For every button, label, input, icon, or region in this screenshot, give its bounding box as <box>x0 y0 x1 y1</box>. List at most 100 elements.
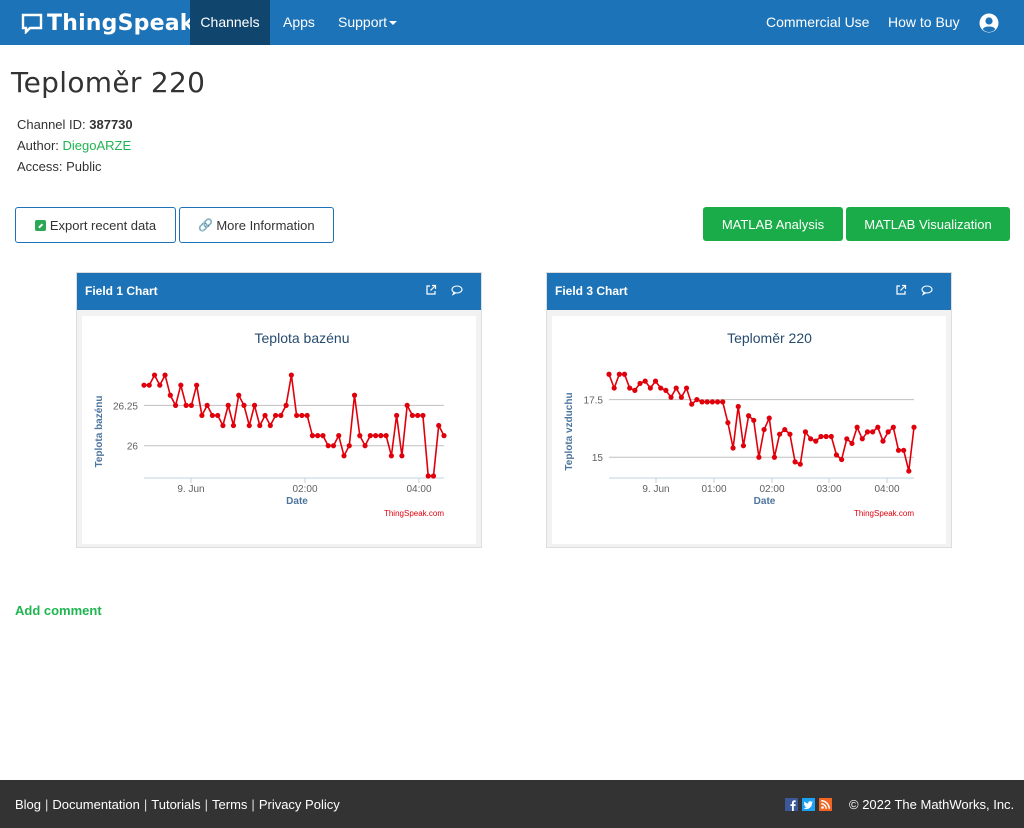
footer-link-tutorials[interactable]: Tutorials <box>151 797 201 812</box>
data-point[interactable] <box>735 403 741 410</box>
matlab-visualization-button[interactable]: MATLAB Visualization <box>846 207 1010 241</box>
data-point[interactable] <box>880 438 886 444</box>
data-point[interactable] <box>309 433 316 439</box>
data-point[interactable] <box>294 412 300 419</box>
data-point[interactable] <box>673 385 679 391</box>
data-point[interactable] <box>911 424 917 430</box>
data-point[interactable] <box>720 399 726 405</box>
data-point[interactable] <box>178 382 184 388</box>
data-point[interactable] <box>225 402 231 408</box>
more-information-button[interactable]: 🔗 More Information <box>179 207 334 243</box>
data-point[interactable] <box>183 402 189 408</box>
data-point[interactable] <box>678 394 684 400</box>
data-point[interactable] <box>436 422 442 429</box>
data-point[interactable] <box>637 380 643 387</box>
user-account-icon[interactable] <box>979 13 999 33</box>
export-recent-data-button[interactable]: Export recent data <box>15 207 176 243</box>
data-point[interactable] <box>725 420 731 426</box>
data-point[interactable] <box>388 453 394 459</box>
data-point[interactable] <box>383 433 389 439</box>
data-point[interactable] <box>875 424 881 430</box>
data-point[interactable] <box>823 433 829 440</box>
data-point[interactable] <box>704 399 710 405</box>
data-point[interactable] <box>283 402 289 408</box>
data-point[interactable] <box>658 385 664 391</box>
data-point[interactable] <box>441 433 447 439</box>
data-point[interactable] <box>141 382 147 388</box>
data-point[interactable] <box>802 429 809 435</box>
data-point[interactable] <box>351 392 358 398</box>
data-point[interactable] <box>839 456 845 463</box>
data-point[interactable] <box>818 433 824 440</box>
data-point[interactable] <box>864 429 871 435</box>
data-point[interactable] <box>304 412 310 419</box>
external-link-icon[interactable] <box>895 284 907 296</box>
data-point[interactable] <box>854 424 860 430</box>
data-point[interactable] <box>215 412 221 419</box>
data-point[interactable] <box>859 436 865 442</box>
data-point[interactable] <box>901 447 907 453</box>
data-point[interactable] <box>336 433 342 439</box>
data-point[interactable] <box>257 422 263 429</box>
data-point[interactable] <box>146 382 152 388</box>
data-point[interactable] <box>372 433 379 439</box>
data-point[interactable] <box>606 371 612 377</box>
data-point[interactable] <box>394 412 400 419</box>
data-point[interactable] <box>157 382 163 388</box>
matlab-analysis-button[interactable]: MATLAB Analysis <box>703 207 843 241</box>
data-point[interactable] <box>315 433 321 439</box>
data-point[interactable] <box>611 385 617 391</box>
data-point[interactable] <box>199 412 205 419</box>
data-point[interactable] <box>162 372 168 378</box>
nav-support[interactable]: Support <box>326 0 409 45</box>
data-point[interactable] <box>714 399 721 405</box>
data-point[interactable] <box>404 402 410 408</box>
data-point[interactable] <box>362 443 368 449</box>
data-point[interactable] <box>870 429 876 435</box>
data-point[interactable] <box>167 392 173 398</box>
data-point[interactable] <box>833 452 840 458</box>
thingspeak-logo[interactable]: ThingSpeak™ <box>21 9 205 37</box>
data-point[interactable] <box>787 431 793 437</box>
nav-commercial-use[interactable]: Commercial Use <box>766 14 870 30</box>
data-point[interactable] <box>241 402 247 408</box>
data-point[interactable] <box>288 372 294 378</box>
data-point[interactable] <box>756 454 762 460</box>
data-point[interactable] <box>647 385 653 391</box>
add-comment-link[interactable]: Add comment <box>15 603 102 618</box>
facebook-icon[interactable] <box>785 798 798 811</box>
data-point[interactable] <box>367 433 373 439</box>
nav-channels[interactable]: Channels <box>190 0 270 45</box>
data-point[interactable] <box>689 401 695 407</box>
data-point[interactable] <box>771 454 778 460</box>
data-point[interactable] <box>776 431 783 437</box>
data-point[interactable] <box>890 424 896 430</box>
data-point[interactable] <box>251 402 258 408</box>
data-point[interactable] <box>652 378 659 384</box>
data-point[interactable] <box>320 433 326 439</box>
comment-icon[interactable] <box>921 284 933 296</box>
data-point[interactable] <box>668 394 674 400</box>
data-point[interactable] <box>709 399 715 405</box>
data-point[interactable] <box>420 412 426 419</box>
footer-link-terms[interactable]: Terms <box>212 797 248 812</box>
footer-link-privacy[interactable]: Privacy Policy <box>258 797 340 812</box>
data-point[interactable] <box>683 385 690 391</box>
data-point[interactable] <box>694 396 700 403</box>
nav-apps[interactable]: Apps <box>283 14 315 30</box>
data-point[interactable] <box>730 445 736 451</box>
data-point[interactable] <box>885 429 891 435</box>
data-point[interactable] <box>272 412 279 419</box>
data-point[interactable] <box>808 436 814 442</box>
twitter-icon[interactable] <box>802 798 815 811</box>
data-point[interactable] <box>209 412 216 419</box>
data-point[interactable] <box>415 412 421 419</box>
data-point[interactable] <box>627 385 633 391</box>
data-point[interactable] <box>278 412 284 419</box>
data-point[interactable] <box>849 440 855 447</box>
data-point[interactable] <box>828 433 834 440</box>
data-point[interactable] <box>330 443 337 449</box>
data-point[interactable] <box>740 443 747 449</box>
data-point[interactable] <box>621 371 628 377</box>
data-point[interactable] <box>616 371 622 377</box>
